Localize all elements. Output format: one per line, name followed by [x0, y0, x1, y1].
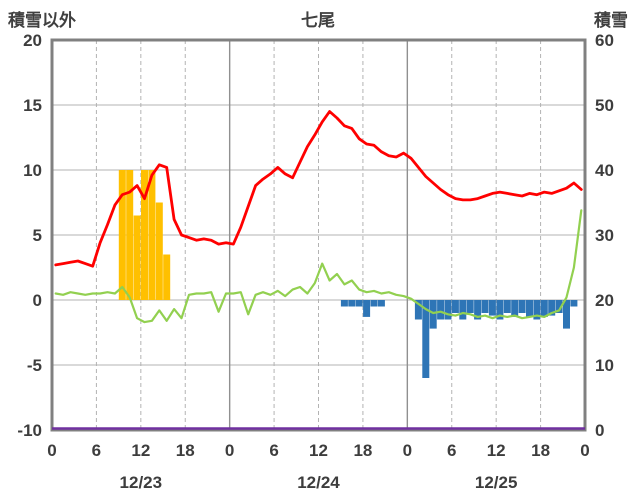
bar	[163, 254, 171, 300]
bar	[459, 300, 467, 320]
bar	[533, 300, 541, 320]
bar	[414, 300, 422, 320]
right-axis-tick: 40	[595, 161, 614, 180]
bar	[555, 300, 563, 313]
left-axis-tick: -10	[17, 421, 42, 440]
bar	[340, 300, 348, 307]
date-label: 12/23	[120, 473, 163, 492]
bar	[540, 300, 548, 317]
bar	[141, 170, 148, 300]
x-axis-tick: 18	[176, 441, 195, 460]
bar	[422, 300, 430, 378]
left-axis-tick: 5	[33, 226, 42, 245]
bar	[355, 300, 363, 307]
left-axis-tick: 0	[33, 291, 42, 310]
x-axis-tick: 0	[403, 441, 412, 460]
bar	[548, 300, 556, 316]
bar	[118, 170, 126, 300]
right-axis-tick: 50	[595, 96, 614, 115]
x-axis-tick: 12	[131, 441, 150, 460]
left-axis-title: 積雪以外	[8, 11, 76, 30]
bar	[133, 215, 141, 300]
bar	[363, 300, 371, 317]
bar	[488, 300, 496, 316]
series-red-line	[54, 110, 583, 268]
x-axis-tick: 12	[487, 441, 506, 460]
chart-title: 七尾	[301, 11, 335, 30]
x-axis-tick: 18	[353, 441, 372, 460]
x-axis-tick: 12	[309, 441, 328, 460]
series-green-line	[54, 209, 583, 324]
bar	[481, 300, 489, 313]
gridlines	[52, 40, 585, 430]
left-axis-tick: 15	[23, 96, 42, 115]
bar	[370, 300, 378, 307]
bar	[348, 300, 356, 307]
series-orange-bars	[118, 170, 171, 300]
date-label: 12/25	[475, 473, 518, 492]
right-axis-title: 積雪	[594, 11, 628, 30]
x-axis-tick: 6	[92, 441, 101, 460]
bar	[511, 300, 519, 317]
bar	[474, 300, 482, 320]
series-blue-bars	[340, 300, 578, 378]
right-axis-tick: 10	[595, 356, 614, 375]
right-axis-tick: 20	[595, 291, 614, 310]
x-axis-tick: 6	[447, 441, 456, 460]
left-axis-tick: -5	[27, 356, 42, 375]
bar	[429, 300, 437, 329]
bar	[466, 300, 474, 313]
bar	[155, 202, 163, 300]
bar	[518, 300, 526, 313]
x-axis-tick: 0	[225, 441, 234, 460]
x-axis-tick: 0	[47, 441, 56, 460]
bar	[496, 300, 504, 320]
bar	[148, 170, 156, 300]
bar	[563, 300, 570, 329]
plot-border	[50, 38, 587, 432]
left-axis-tick: 10	[23, 161, 42, 180]
bar	[451, 300, 459, 313]
bar	[570, 300, 578, 307]
right-axis-tick: 0	[595, 421, 604, 440]
bar	[437, 300, 445, 320]
right-axis-tick: 30	[595, 226, 614, 245]
x-axis-tick: 6	[269, 441, 278, 460]
bar	[526, 300, 533, 317]
x-axis-tick: 18	[531, 441, 550, 460]
bar	[503, 300, 511, 313]
bar	[377, 300, 385, 307]
x-axis-tick: 0	[580, 441, 589, 460]
bar	[444, 300, 452, 320]
date-label: 12/24	[297, 473, 340, 492]
left-axis-tick: 20	[23, 31, 42, 50]
bar	[126, 170, 134, 300]
right-axis-tick: 60	[595, 31, 614, 50]
